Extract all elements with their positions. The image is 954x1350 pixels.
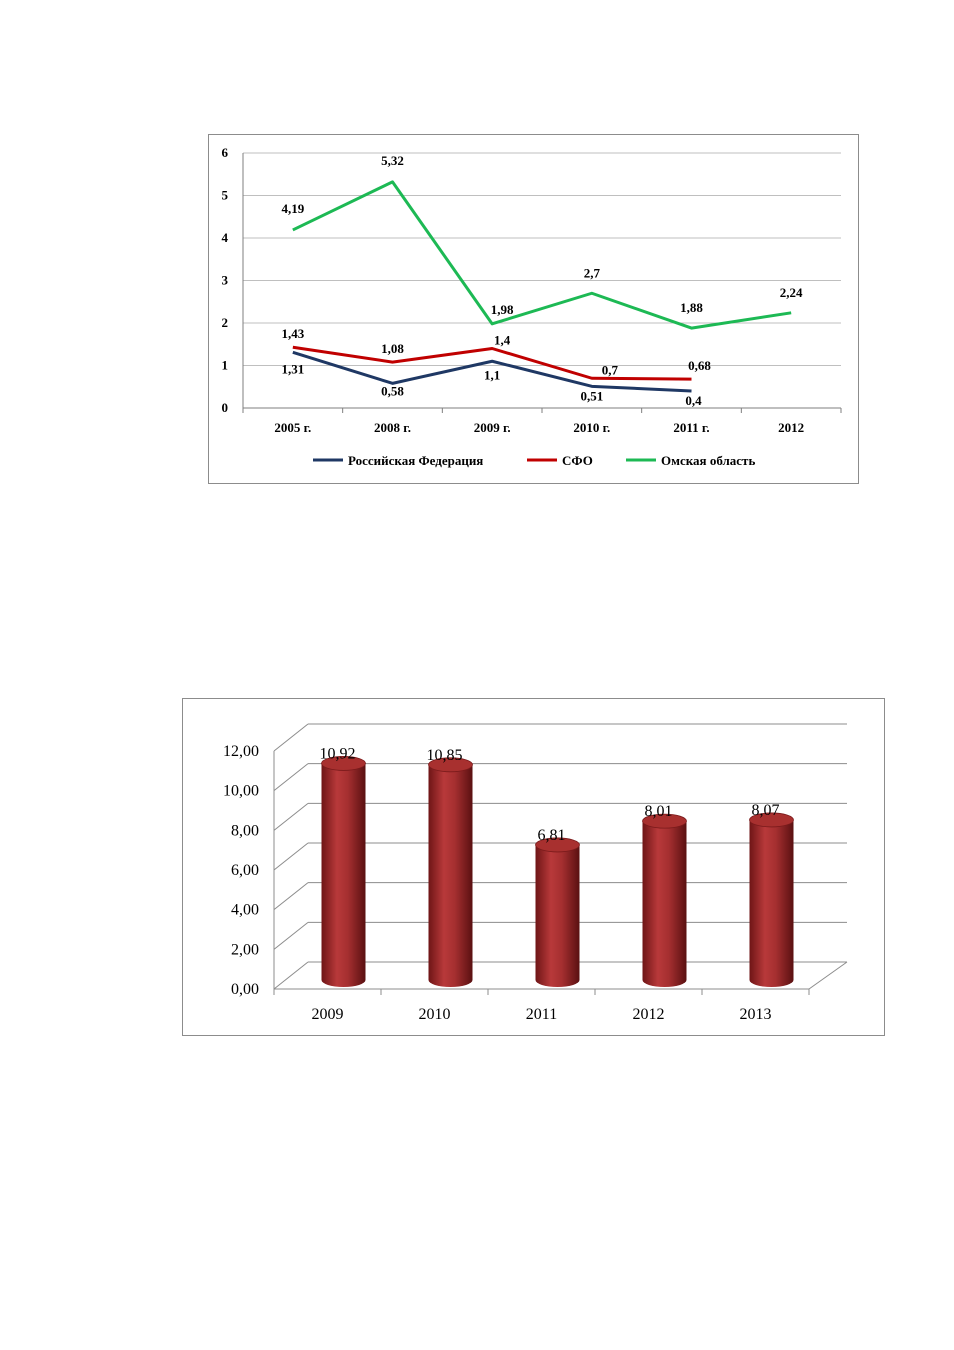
line-chart-svg: 0 1 2 3 4 5 6 2005 г. 2008 г. 2009 г. 2010 г. 2011 … xyxy=(222,145,842,468)
cylinder-bar xyxy=(749,812,794,987)
x-tick-label: 2010 xyxy=(419,1006,451,1023)
y-tick-label: 0,00 xyxy=(231,981,259,998)
x-tick-label: 2010 г. xyxy=(573,420,610,435)
y-tick-label: 1 xyxy=(222,358,229,373)
data-label: 10,92 xyxy=(320,745,356,762)
y-tick-label: 6,00 xyxy=(231,862,259,879)
data-label: 8,07 xyxy=(752,802,780,819)
cylinder-bar xyxy=(321,756,366,987)
series-line xyxy=(292,345,692,381)
y-tick-label: 12,00 xyxy=(223,743,259,760)
data-label: 1,4 xyxy=(494,333,511,348)
legend-label: Российская Федерация xyxy=(348,453,483,468)
data-label: 1,1 xyxy=(484,367,500,382)
gridline-side xyxy=(273,763,309,792)
cylinder-body xyxy=(642,821,687,987)
line-chart: 0 1 2 3 4 5 6 2005 г. 2008 г. 2009 г. 2010 г. 2011 … xyxy=(208,134,859,484)
y-tick-label: 6 xyxy=(222,145,229,160)
data-label: 1,88 xyxy=(680,300,703,315)
gridline-side xyxy=(273,842,309,871)
series-line xyxy=(292,350,692,393)
gridline-side xyxy=(273,882,309,911)
cylinder-bar xyxy=(535,837,580,987)
x-tick-label: 2008 г. xyxy=(374,420,411,435)
gridline-side xyxy=(273,723,309,752)
y-tick-label: 2 xyxy=(222,315,229,330)
data-label: 8,01 xyxy=(645,803,673,820)
x-tick-label: 2013 xyxy=(740,1006,772,1023)
series-line xyxy=(292,180,792,330)
y-tick-label: 10,00 xyxy=(223,783,259,800)
x-tick-label: 2011 г. xyxy=(673,420,709,435)
floor-edge xyxy=(808,961,848,990)
legend-label: Омская область xyxy=(661,453,755,468)
cylinder-bar xyxy=(428,757,473,987)
data-label: 2,7 xyxy=(584,265,601,280)
cylinder-top xyxy=(535,837,580,853)
cylinder-top xyxy=(321,756,366,771)
data-label: 0,58 xyxy=(381,383,404,398)
data-label: 10,85 xyxy=(427,747,463,764)
cylinder-bar xyxy=(642,813,687,987)
cylinder-top xyxy=(749,812,794,828)
y-tick-label: 4 xyxy=(222,230,229,245)
y-tick-label: 0 xyxy=(222,400,229,415)
cylinder-top xyxy=(642,813,687,829)
data-label: 0,68 xyxy=(688,358,711,373)
cylinder-top xyxy=(428,757,473,773)
data-label: 1,31 xyxy=(281,361,304,376)
x-tick-label: 2009 г. xyxy=(474,420,511,435)
y-tick-label: 5 xyxy=(222,188,229,203)
x-tick-label: 2012 xyxy=(633,1006,665,1023)
x-tick-label: 2012 xyxy=(778,420,804,435)
data-label: 0,51 xyxy=(580,388,603,403)
gridline-side xyxy=(273,802,309,831)
data-label: 1,08 xyxy=(381,341,404,356)
y-tick-label: 4,00 xyxy=(231,902,259,919)
gridline-side xyxy=(273,961,309,990)
y-tick-label: 2,00 xyxy=(231,941,259,958)
data-label: 1,98 xyxy=(491,302,514,317)
data-label: 5,32 xyxy=(381,153,404,168)
cylinder-body xyxy=(749,819,794,987)
cylinder-body xyxy=(428,764,473,987)
y-tick-label: 3 xyxy=(222,273,229,288)
y-tick-label: 8,00 xyxy=(231,822,259,839)
gridline-side xyxy=(273,921,309,950)
legend-label: СФО xyxy=(562,453,593,468)
x-tick-label: 2005 г. xyxy=(274,420,311,435)
x-tick-label: 2009 xyxy=(312,1006,344,1023)
data-label: 0,7 xyxy=(602,362,619,377)
x-tick-label: 2011 xyxy=(526,1006,557,1023)
cylinder-body xyxy=(535,844,580,987)
data-label: 2,24 xyxy=(780,285,803,300)
data-label: 1,43 xyxy=(281,326,304,341)
data-label: 6,81 xyxy=(538,827,566,844)
data-label: 4,19 xyxy=(281,201,304,216)
bar-chart-svg: 0,00 2,00 4,00 6,00 8,00 10,00 12,00 10,92 2009 1… xyxy=(223,723,848,1023)
data-label: 0,4 xyxy=(685,393,702,408)
bar-chart: 0,00 2,00 4,00 6,00 8,00 10,00 12,00 10,92 2009 1… xyxy=(182,698,885,1036)
cylinder-body xyxy=(321,763,366,987)
